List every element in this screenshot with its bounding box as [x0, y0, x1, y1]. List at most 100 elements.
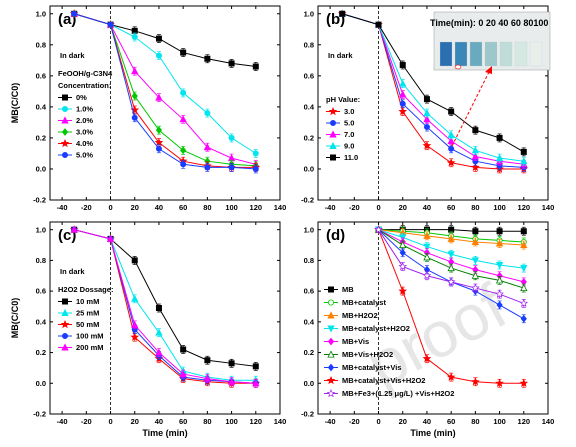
legend-entry: 100 mM: [58, 332, 104, 341]
x-axis-label: Time (min): [142, 428, 187, 438]
legend-entry: 25 mM: [58, 309, 99, 318]
legend-marker: [61, 116, 69, 124]
data-point: [131, 114, 138, 121]
panel-a: -40 -20 0 20 40 60 80 100 120 140 -0.2 0.0 0.2 0.4 0.6…: [10, 5, 286, 212]
series-line: [74, 229, 256, 384]
data-point: [204, 55, 211, 62]
x-tick-label: 80: [203, 203, 211, 212]
legend-label: MB+catalyst+Vis+H2O2: [342, 376, 425, 385]
x-tick-label: -20: [81, 203, 92, 212]
legend-label: 2.0%: [76, 116, 93, 125]
data-point: [423, 253, 431, 261]
data-point: [155, 93, 163, 101]
data-point: [471, 283, 480, 292]
data-point: [399, 90, 407, 98]
data-point: [252, 379, 260, 387]
data-point: [398, 286, 408, 295]
data-point: [155, 328, 163, 336]
data-point: [446, 158, 456, 167]
data-point: [520, 314, 527, 323]
x-tick-label: 100: [225, 203, 238, 212]
data-point: [519, 298, 529, 308]
legend-marker: [327, 363, 335, 372]
data-point: [180, 161, 187, 168]
data-point: [471, 162, 480, 172]
legend-title: pH Value:: [326, 95, 360, 104]
legend-entry: 50 mM: [58, 319, 99, 329]
legend-label: 9.0: [344, 142, 354, 151]
data-point: [423, 243, 431, 251]
series-line: [74, 229, 256, 384]
legend-marker: [61, 128, 69, 136]
series-5: [339, 10, 527, 157]
data-point: [204, 110, 211, 117]
data-point: [155, 52, 162, 59]
legend-entry: 3.0: [326, 106, 354, 116]
y-tick-label: 1.0: [36, 9, 46, 18]
x-tick-label: 0: [376, 203, 380, 212]
legend-entry: MB+catalyst: [324, 298, 386, 307]
x-tick-label: 40: [423, 417, 431, 426]
y-tick-label: 0.0: [304, 165, 314, 174]
x-tick-label: 60: [179, 417, 187, 426]
legend-marker: [327, 299, 334, 306]
data-point: [70, 225, 78, 233]
data-point: [374, 225, 383, 234]
legend-label: 5.0%: [76, 151, 93, 160]
legend-marker: [327, 325, 335, 333]
data-point: [155, 348, 163, 356]
y-tick-label: 0.0: [304, 379, 314, 388]
data-point: [252, 63, 259, 70]
legend-marker: [62, 106, 69, 113]
data-point: [179, 115, 187, 123]
y-tick-label: -0.2: [33, 196, 46, 205]
legend-label: MB+Vis+H2O2: [342, 350, 393, 359]
x-tick-label: 0: [108, 203, 112, 212]
data-point: [495, 276, 504, 284]
series-line: [342, 13, 524, 168]
legend-entry: 1.0%: [58, 105, 93, 114]
series-line: [74, 13, 256, 167]
legend-label: MB+catalyst+H2O2: [342, 324, 410, 333]
legend-label: 5.0: [344, 119, 354, 128]
y-axis-label: MB(C/C0): [10, 83, 20, 124]
data-point: [423, 109, 431, 117]
legend-marker: [327, 311, 335, 319]
y-tick-label: 0.8: [304, 256, 314, 265]
data-point: [131, 27, 138, 34]
data-point: [71, 10, 78, 17]
data-point: [448, 145, 455, 152]
data-point: [399, 61, 406, 68]
y-tick-label: -0.2: [301, 196, 314, 205]
y-tick-label: 0.2: [304, 134, 314, 143]
data-point: [131, 92, 138, 100]
data-point: [227, 377, 236, 385]
legend-marker: [61, 308, 69, 317]
data-point: [155, 145, 162, 152]
series-line: [74, 13, 256, 68]
x-tick-label: 140: [274, 417, 287, 426]
data-point: [228, 164, 235, 171]
panel-c-frame: [49, 221, 281, 415]
legend-entry: 4.0%: [58, 138, 93, 148]
x-tick-label: 120: [250, 417, 263, 426]
legend-label: 3.0: [344, 107, 354, 116]
x-tick-label: -40: [57, 203, 68, 212]
vial: [499, 41, 513, 67]
legend-entry: 9.0: [326, 142, 354, 151]
data-point: [495, 289, 504, 298]
y-axis-label: MB(C/C0): [10, 298, 20, 339]
y-tick-label: 0.2: [36, 348, 46, 357]
data-point: [423, 115, 431, 123]
data-point: [131, 34, 138, 41]
series-3: [374, 225, 528, 250]
vial: [454, 41, 468, 67]
legend-entry: 11.0: [326, 153, 358, 162]
panel-b: -40 -20 0 20 40 60 80 100 120 140 -0.2 0.0 0.2 0.4 0.6…: [301, 5, 554, 212]
y-tick-label: 0.4: [304, 317, 315, 326]
series-9: [374, 225, 529, 308]
x-tick-label: 0: [376, 417, 380, 426]
legend-marker: [60, 319, 70, 329]
x-tick-label: 80: [471, 203, 479, 212]
